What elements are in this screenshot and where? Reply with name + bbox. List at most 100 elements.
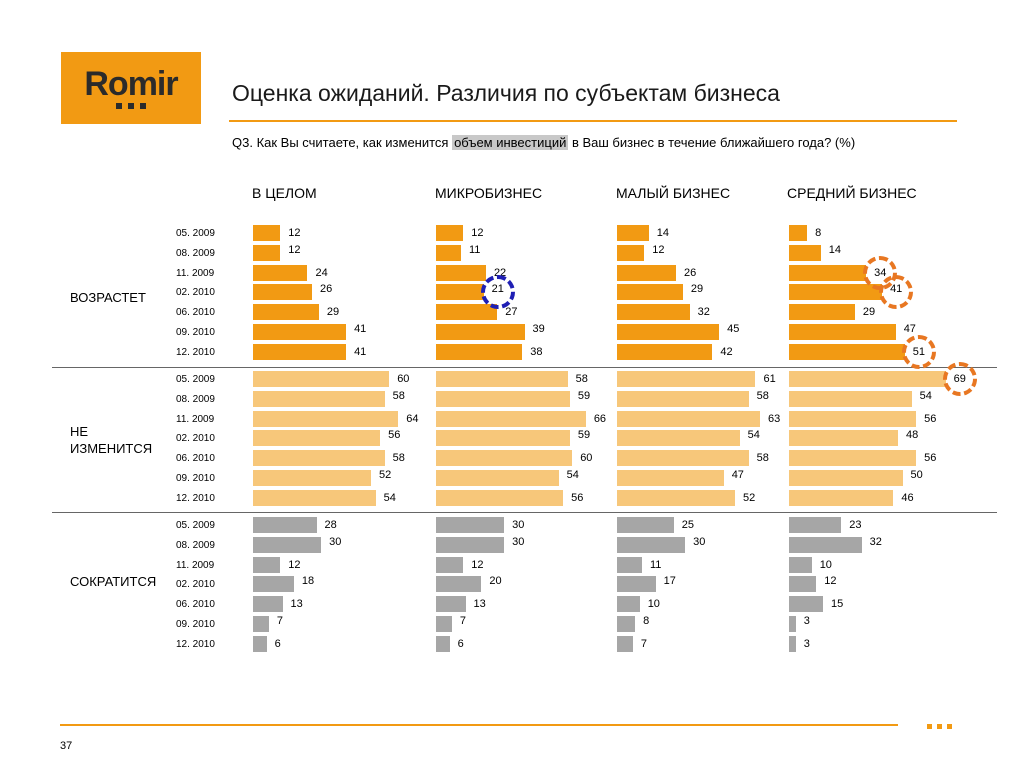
- bar: [253, 324, 347, 340]
- bar-value-label: 29: [690, 283, 704, 296]
- bar-value-label: 24: [315, 266, 328, 279]
- footer-dots: [927, 724, 952, 729]
- bar-value-label: 30: [329, 535, 342, 548]
- bar-value-label: 58: [756, 389, 769, 402]
- bar: [789, 430, 898, 447]
- period-label: 06. 2010: [176, 453, 215, 465]
- bar: [436, 371, 568, 387]
- bar-value-label: 52: [743, 491, 756, 504]
- bar-value-label: 13: [290, 598, 303, 611]
- bar: [253, 489, 376, 506]
- bar: [789, 576, 817, 593]
- bar-value-label: 12: [471, 558, 484, 571]
- bar: [436, 343, 523, 360]
- group-separator: [52, 512, 997, 513]
- bar-value-label: 54: [383, 491, 396, 504]
- group-label-decrease: СОКРАТИТСЯ: [70, 574, 157, 589]
- bar-value-label: 41: [354, 345, 367, 358]
- period-label: 05. 2009: [176, 520, 215, 531]
- bar-value-label: 8: [643, 615, 650, 627]
- bar-value-label: 54: [919, 389, 932, 402]
- bar-value-label: 12: [288, 243, 301, 256]
- bar: [253, 343, 347, 360]
- bar: [617, 284, 683, 301]
- period-label: 02. 2010: [176, 287, 215, 299]
- bar: [253, 635, 267, 652]
- bar: [789, 410, 917, 427]
- bar-value-label: 6: [274, 637, 281, 650]
- bar: [436, 284, 484, 301]
- bar-value-label: 15: [831, 598, 844, 611]
- bar-value-label: 61: [763, 373, 776, 385]
- bar-value-label: 59: [577, 389, 591, 402]
- bar: [253, 264, 308, 281]
- title-divider: [229, 120, 957, 122]
- bar: [789, 304, 855, 321]
- romir-logo: Romir: [61, 52, 201, 124]
- bar: [436, 536, 505, 553]
- bar: [436, 264, 486, 281]
- bar: [253, 596, 283, 613]
- highlight-circle: [480, 275, 515, 310]
- footer-divider: [60, 724, 898, 726]
- bar: [789, 390, 912, 407]
- period-label: 12. 2010: [176, 638, 215, 650]
- bar-value-label: 20: [489, 575, 502, 588]
- bar-value-label: 54: [566, 469, 579, 481]
- bar: [617, 556, 642, 573]
- period-label: 02. 2010: [176, 579, 215, 591]
- bar: [253, 410, 399, 427]
- bar: [789, 284, 883, 301]
- bar: [789, 635, 796, 652]
- bar: [436, 616, 452, 632]
- period-label: 05. 2009: [176, 228, 215, 239]
- bar-value-label: 39: [532, 323, 545, 335]
- bar-value-label: 11: [468, 243, 481, 256]
- bar: [253, 576, 294, 593]
- bar: [789, 556, 812, 573]
- bar-value-label: 58: [392, 389, 405, 402]
- bar-value-label: 12: [288, 227, 301, 239]
- period-label: 02. 2010: [176, 433, 215, 445]
- bar-value-label: 8: [815, 227, 822, 239]
- bar-value-label: 66: [593, 412, 607, 425]
- bar: [789, 489, 894, 506]
- bar: [789, 244, 821, 261]
- logo-dots: [116, 103, 146, 109]
- bar-value-label: 59: [577, 429, 591, 442]
- period-label: 05. 2009: [176, 374, 215, 385]
- bar-value-label: 3: [803, 637, 810, 650]
- bar: [436, 489, 564, 506]
- bar: [253, 390, 385, 407]
- bar: [617, 324, 720, 340]
- period-label: 11. 2009: [176, 413, 215, 425]
- bar: [253, 284, 313, 301]
- period-label: 06. 2010: [176, 599, 215, 611]
- bar-value-label: 29: [326, 306, 340, 319]
- period-label: 09. 2010: [176, 619, 215, 630]
- bar-value-label: 54: [747, 429, 760, 442]
- bar-value-label: 42: [720, 345, 733, 358]
- bar: [617, 390, 749, 407]
- bar: [617, 244, 645, 261]
- bar-value-label: 25: [681, 519, 694, 531]
- period-label: 12. 2010: [176, 492, 215, 504]
- bar: [436, 450, 573, 467]
- bar-value-label: 32: [869, 535, 882, 548]
- bar-value-label: 3: [803, 615, 810, 627]
- bar-value-label: 56: [571, 491, 584, 504]
- bar-value-label: 23: [849, 519, 862, 531]
- bar: [617, 264, 677, 281]
- group-label-unchanged: НЕ ИЗМЕНИТСЯ: [70, 424, 153, 456]
- bar-value-label: 12: [471, 227, 484, 239]
- column-header-micro: МИКРОБИЗНЕС: [435, 185, 543, 201]
- bar: [617, 517, 674, 533]
- period-label: 08. 2009: [176, 247, 215, 259]
- question-prefix: Q3. Как Вы считаете, как изменится: [232, 135, 453, 150]
- column-header-small: МАЛЫЙ БИЗНЕС: [616, 185, 731, 201]
- bar: [789, 536, 862, 553]
- bar: [789, 596, 824, 613]
- bar: [617, 536, 686, 553]
- bar: [617, 470, 724, 486]
- bar: [617, 489, 736, 506]
